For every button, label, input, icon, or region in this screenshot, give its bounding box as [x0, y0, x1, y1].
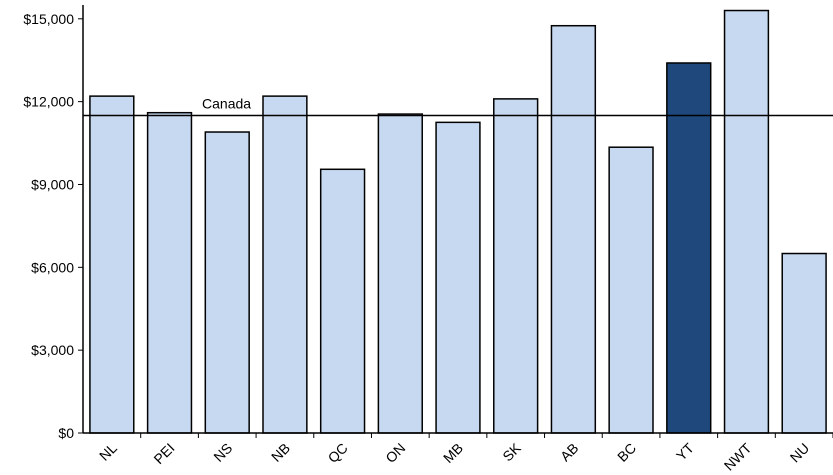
x-tick-label-bc: BC — [614, 440, 639, 465]
bars-group — [89, 9, 827, 434]
bar-nl — [89, 95, 135, 434]
y-tick-label: $6,000 — [31, 259, 74, 275]
x-tick-label-ns: NS — [210, 440, 235, 465]
x-tick-label-pei: PEI — [150, 440, 177, 467]
bar-sk — [493, 98, 539, 434]
bar-on — [377, 113, 423, 434]
bar-bc — [608, 146, 654, 434]
x-tick-label-qc: QC — [325, 440, 351, 466]
bar-pei — [146, 111, 193, 434]
y-tick-label: $15,000 — [23, 11, 74, 27]
x-tick-label-nu: NU — [787, 440, 813, 466]
y-axis-ticks: $0 $3,000 $6,000 $9,000 $12,000 $15,000 — [23, 11, 83, 441]
bar-ns — [204, 131, 250, 434]
bar-nwt — [723, 9, 770, 434]
bar-yt — [666, 62, 712, 434]
plot-area: $0 $3,000 $6,000 $9,000 $12,000 $15,000 NL PEI… — [23, 5, 833, 474]
x-tick-label-nwt: NWT — [721, 440, 755, 474]
x-tick-label-mb: MB — [440, 440, 466, 466]
x-tick-label-yt: YT — [673, 439, 697, 463]
x-tick-label-nb: NB — [268, 440, 293, 465]
bar-ab — [550, 24, 597, 434]
y-tick-label: $12,000 — [23, 94, 74, 110]
bar-nb — [262, 95, 308, 434]
y-tick-label: $9,000 — [31, 176, 74, 192]
bar-qc — [319, 168, 366, 434]
y-tick-label: $3,000 — [31, 342, 74, 358]
y-tick-label: $0 — [58, 425, 74, 441]
x-axis-ticks: NL PEI NS NB QC ON MB SK AB BC YT NWT NU — [96, 433, 833, 474]
x-tick-label-nl: NL — [96, 440, 120, 464]
x-tick-label-ab: AB — [557, 440, 582, 465]
bar-nu — [781, 252, 827, 434]
bar-mb — [435, 121, 481, 434]
canada-reference-label: Canada — [202, 95, 251, 111]
x-tick-label-sk: SK — [499, 439, 524, 464]
x-tick-label-on: ON — [382, 440, 408, 466]
